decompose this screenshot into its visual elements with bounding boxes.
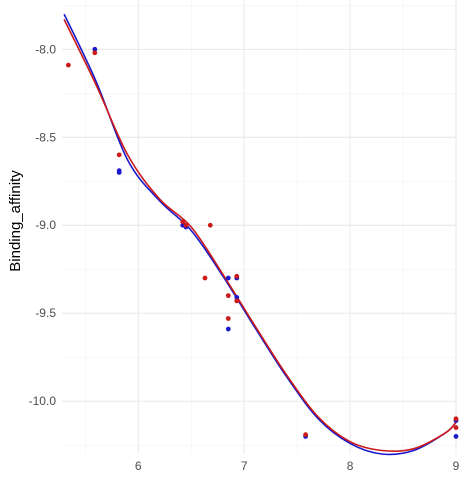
smooth-lines <box>63 13 457 456</box>
x-tick-label: 8 <box>347 459 354 473</box>
data-point-series-2 <box>65 62 71 68</box>
y-tick-label: -10.0 <box>29 394 57 408</box>
y-tick-label: -9.5 <box>35 306 56 320</box>
x-tick-label: 7 <box>241 459 248 473</box>
y-tick-label: -9.0 <box>35 218 56 232</box>
smooth-line-series-1 <box>63 13 457 456</box>
data-point-series-2 <box>234 273 240 279</box>
data-point-series-2 <box>225 316 231 321</box>
data-points <box>65 46 459 439</box>
data-point-series-2 <box>180 219 186 225</box>
y-axis-title: Binding_affinity <box>7 170 24 272</box>
smooth-line-series-2 <box>63 19 457 453</box>
data-point-series-2 <box>234 298 240 304</box>
x-tick-label: 9 <box>453 459 460 473</box>
data-point-series-2 <box>183 222 189 228</box>
grid <box>62 0 457 454</box>
y-tick-label: -8.5 <box>35 130 56 144</box>
y-axis-ticks: -8.0 -8.5 -9.0 -9.5 -10.0 <box>29 42 57 408</box>
data-point-series-2 <box>92 50 98 56</box>
data-point-series-1 <box>116 168 122 174</box>
y-tick-label: -8.0 <box>35 42 56 56</box>
x-tick-label: 6 <box>135 459 142 473</box>
data-point-series-2 <box>116 152 122 158</box>
data-point-series-1 <box>92 46 98 52</box>
data-point-series-2 <box>202 275 208 281</box>
data-point-series-1 <box>225 326 231 332</box>
data-point-series-1 <box>453 434 459 439</box>
data-point-series-2 <box>453 416 459 422</box>
x-axis-ticks: 6 7 8 9 <box>135 459 460 473</box>
data-point-series-1 <box>225 275 231 281</box>
data-point-series-2 <box>225 293 231 299</box>
data-point-series-2 <box>207 222 213 228</box>
data-point-series-1 <box>234 294 240 300</box>
data-point-series-2 <box>303 432 309 438</box>
data-point-series-2 <box>453 425 459 431</box>
